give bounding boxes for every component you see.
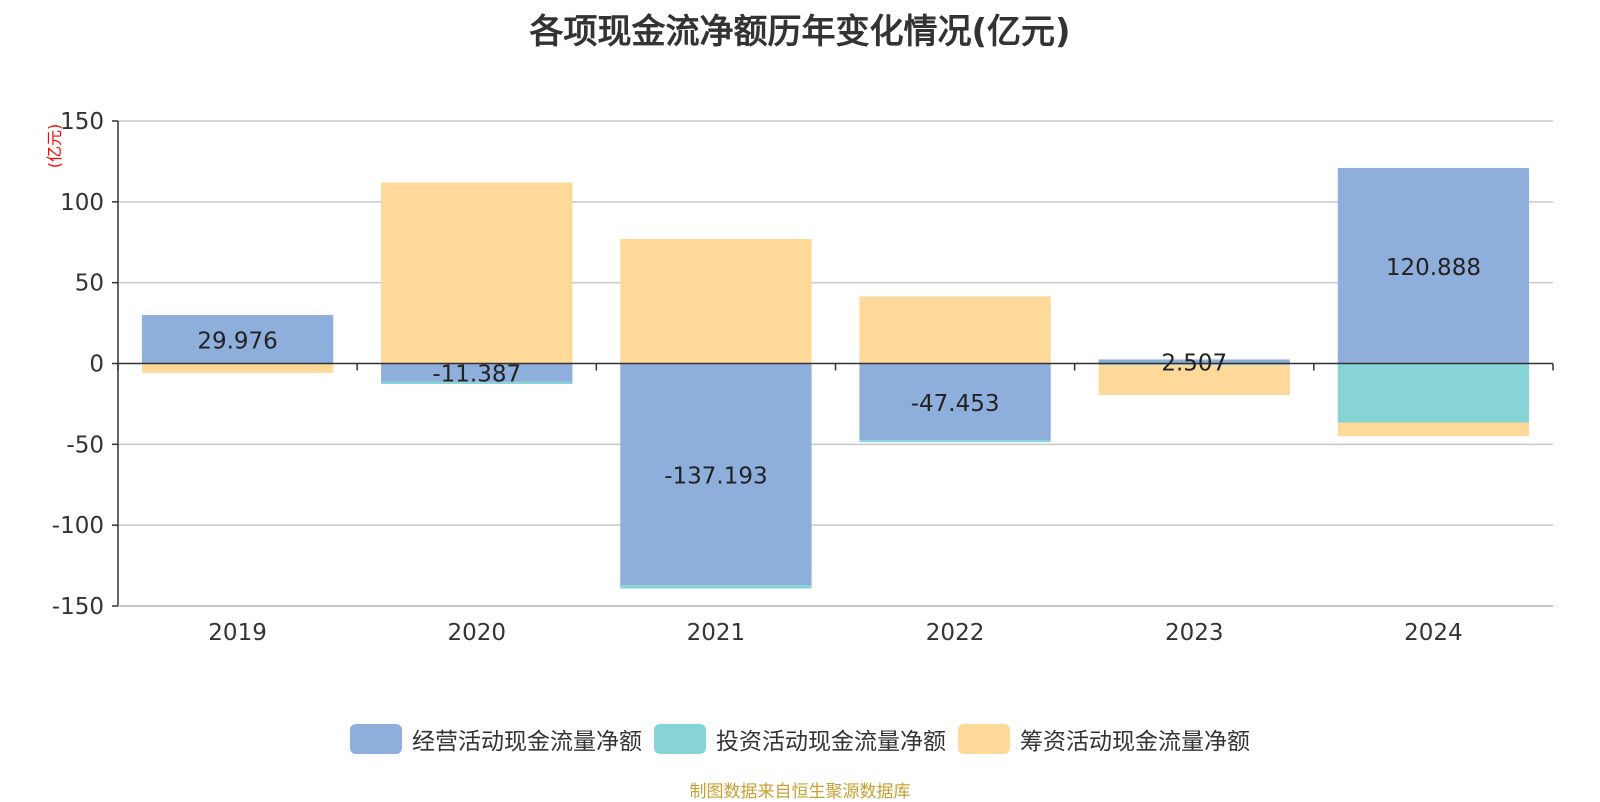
legend-swatch xyxy=(654,724,706,754)
bar xyxy=(859,296,1050,363)
data-label: 120.888 xyxy=(1386,255,1481,281)
bar xyxy=(859,440,1050,442)
y-tick-label: 100 xyxy=(60,190,104,216)
legend: 经营活动现金流量净额 投资活动现金流量净额 筹资活动现金流量净额 xyxy=(0,722,1600,756)
data-label: -47.453 xyxy=(911,391,1000,417)
y-tick-label: -100 xyxy=(52,513,104,539)
bar xyxy=(620,585,811,588)
data-label: -11.387 xyxy=(432,362,521,388)
x-tick-label: 2023 xyxy=(1165,620,1224,646)
x-tick-label: 2020 xyxy=(447,620,506,646)
footnote: 制图数据来自恒生聚源数据库 xyxy=(0,784,1600,800)
x-tick-label: 2022 xyxy=(926,620,985,646)
legend-item[interactable]: 投资活动现金流量净额 xyxy=(654,722,946,756)
y-tick-label: -150 xyxy=(52,594,104,620)
x-tick-label: 2021 xyxy=(687,620,746,646)
data-label: -137.193 xyxy=(664,463,767,489)
bar xyxy=(1338,364,1529,423)
legend-label: 筹资活动现金流量净额 xyxy=(1020,722,1250,756)
legend-label: 经营活动现金流量净额 xyxy=(412,722,642,756)
x-tick-label: 2019 xyxy=(208,620,267,646)
data-label: 2.507 xyxy=(1161,350,1227,376)
legend-swatch xyxy=(958,724,1010,754)
legend-item[interactable]: 筹资活动现金流量净额 xyxy=(958,722,1250,756)
bar xyxy=(620,239,811,363)
legend-label: 投资活动现金流量净额 xyxy=(716,722,946,756)
legend-swatch xyxy=(350,724,402,754)
bar xyxy=(381,182,572,363)
legend-item[interactable]: 经营活动现金流量净额 xyxy=(350,722,642,756)
bar xyxy=(1338,423,1529,437)
y-tick-label: -50 xyxy=(66,432,104,458)
x-tick-label: 2024 xyxy=(1404,620,1463,646)
data-label: 29.976 xyxy=(197,328,277,354)
bar xyxy=(142,364,333,373)
y-axis-unit-label: (亿元) xyxy=(45,124,64,169)
y-tick-label: 0 xyxy=(89,352,104,378)
y-tick-label: 150 xyxy=(60,109,104,135)
y-tick-label: 50 xyxy=(75,271,104,297)
